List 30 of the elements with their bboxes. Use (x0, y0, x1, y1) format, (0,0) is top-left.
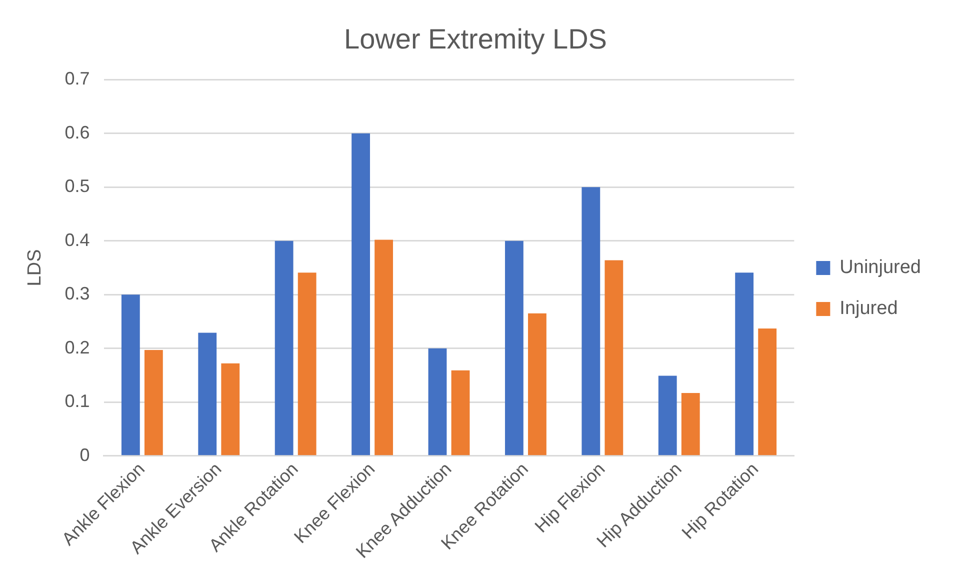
y-tick-label: 0.4 (64, 230, 90, 250)
bar (504, 240, 524, 456)
bar (198, 332, 217, 456)
bar (274, 240, 294, 456)
bar (121, 294, 140, 456)
y-tick-label: 0.2 (64, 337, 90, 358)
bar (735, 272, 754, 456)
bar (451, 370, 470, 456)
bar (428, 348, 447, 456)
y-tick-label: 0.5 (64, 176, 90, 196)
y-tick-label: 0.3 (64, 284, 90, 304)
bar (352, 133, 370, 456)
bar (604, 260, 624, 456)
bar (144, 350, 163, 456)
bar (658, 376, 677, 456)
y-tick-label: 0.6 (64, 122, 90, 142)
bar (221, 363, 240, 456)
bar (298, 272, 316, 456)
legend-label: Uninjured (840, 257, 922, 278)
y-tick-label: 0.7 (64, 68, 90, 89)
y-tick-label: 0 (80, 444, 90, 465)
bar (582, 187, 600, 456)
legend-label: Injured (840, 298, 898, 320)
y-tick-label: 0.1 (64, 391, 90, 412)
bar (758, 328, 777, 456)
bar (528, 313, 546, 456)
y-axis-title: LDS (24, 249, 46, 286)
bar (681, 392, 700, 456)
bar (374, 240, 394, 456)
chart-title: Lower Extremity LDS (344, 24, 607, 55)
